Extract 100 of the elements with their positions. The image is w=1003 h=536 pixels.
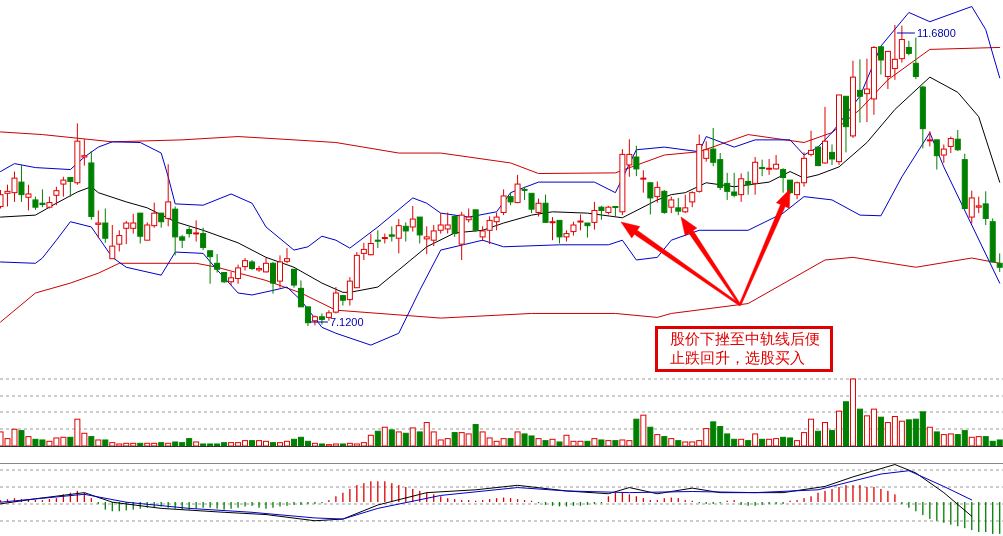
candlestick <box>451 214 458 238</box>
bar <box>88 436 95 447</box>
candlestick <box>912 37 919 80</box>
bar <box>668 438 675 447</box>
candlestick <box>53 186 60 206</box>
candlestick <box>214 253 221 274</box>
candlestick <box>109 224 116 260</box>
bar <box>738 438 745 447</box>
candlestick <box>402 221 409 243</box>
bar <box>591 438 598 447</box>
bar <box>933 431 940 447</box>
candlestick <box>647 182 654 215</box>
bar <box>95 439 102 447</box>
bar <box>654 434 661 447</box>
bar <box>18 430 25 447</box>
bar <box>402 432 409 447</box>
candlestick <box>472 209 479 233</box>
bar <box>835 410 842 447</box>
candlestick <box>318 312 325 326</box>
bar <box>472 424 479 447</box>
candlestick <box>877 46 884 76</box>
bar <box>388 429 395 447</box>
candlestick <box>640 169 647 194</box>
bar <box>829 430 835 447</box>
candlestick <box>165 163 172 227</box>
candlestick <box>200 227 207 251</box>
bar <box>318 443 325 447</box>
bar <box>647 426 654 447</box>
bar <box>158 442 165 447</box>
candlestick <box>808 130 815 157</box>
candlestick <box>60 176 67 198</box>
candlestick <box>542 194 549 224</box>
bar <box>67 436 74 447</box>
candlestick <box>395 218 402 254</box>
bar <box>612 440 619 447</box>
bar <box>849 378 856 447</box>
bar <box>381 426 388 447</box>
bar <box>815 430 822 447</box>
candlestick <box>933 139 940 171</box>
candlestick <box>193 219 200 243</box>
candlestick <box>137 212 144 244</box>
candlestick <box>514 174 521 204</box>
candlestick <box>738 173 745 203</box>
candlestick <box>416 216 423 244</box>
bar <box>556 441 563 447</box>
candlestick <box>270 261 277 295</box>
candlestick <box>682 194 689 214</box>
bar <box>416 431 423 447</box>
candlestick <box>661 189 668 215</box>
candlestick <box>752 156 759 196</box>
bar <box>842 401 849 447</box>
bar <box>598 439 605 447</box>
candlestick <box>940 143 947 164</box>
bar <box>270 442 277 447</box>
candlestick <box>591 201 598 231</box>
bar <box>675 440 682 447</box>
candlestick <box>633 145 640 177</box>
bar <box>661 436 668 447</box>
candlestick <box>339 294 346 307</box>
candlestick <box>95 209 102 239</box>
candlestick <box>290 268 297 289</box>
candlestick <box>207 250 214 285</box>
bar <box>752 433 759 447</box>
candlestick <box>905 40 912 56</box>
bar <box>926 426 933 447</box>
candlestick <box>898 25 905 64</box>
bar <box>759 438 766 447</box>
candlestick <box>759 159 766 177</box>
candlestick <box>829 143 835 166</box>
candlestick <box>25 184 32 211</box>
bar <box>249 440 256 447</box>
bar <box>25 436 32 447</box>
candlestick <box>242 257 249 272</box>
bar <box>102 439 109 447</box>
annotation: 7.1200 <box>329 316 364 328</box>
bar <box>507 438 514 447</box>
bar <box>877 416 884 447</box>
bar <box>640 414 647 447</box>
candlestick <box>856 58 863 124</box>
candlestick <box>116 229 123 252</box>
annotation: 11.6800 <box>916 27 956 39</box>
candlestick <box>822 106 829 165</box>
bar <box>535 438 542 447</box>
bar <box>339 443 346 447</box>
candlestick <box>67 176 74 198</box>
bar <box>409 427 416 447</box>
bar <box>745 440 752 447</box>
candlestick <box>996 252 1003 273</box>
bar <box>514 431 521 447</box>
bar <box>193 441 200 447</box>
bar <box>584 440 591 447</box>
candlestick <box>409 205 416 233</box>
candlestick <box>745 171 752 196</box>
candlestick <box>954 129 961 152</box>
bar <box>605 440 612 447</box>
candlestick <box>654 180 661 204</box>
bar <box>542 440 549 447</box>
bar <box>549 438 556 447</box>
candlestick <box>18 164 25 203</box>
bar <box>374 430 381 447</box>
